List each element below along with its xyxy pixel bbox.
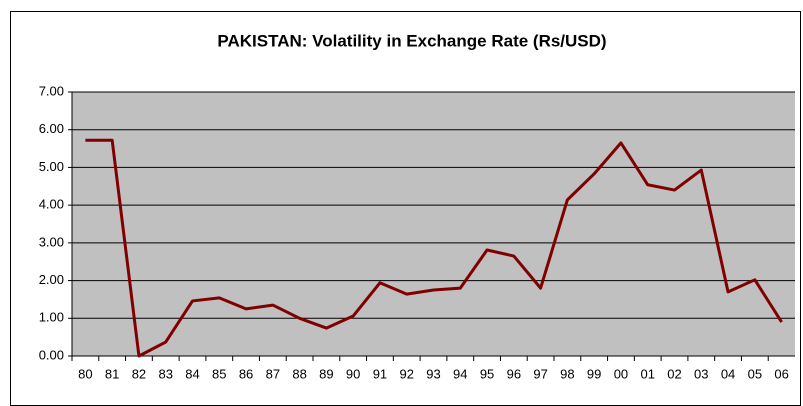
y-tick-label: 7.00: [39, 83, 64, 98]
x-tick-label: 80: [78, 366, 92, 381]
chart-title: PAKISTAN: Volatility in Exchange Rate (R…: [217, 31, 606, 50]
x-tick-label: 06: [774, 366, 788, 381]
y-tick-label: 2.00: [39, 272, 64, 287]
x-tick-label: 91: [373, 366, 387, 381]
x-tick-label: 87: [266, 366, 280, 381]
x-tick-label: 96: [507, 366, 521, 381]
x-tick-label: 88: [292, 366, 306, 381]
x-tick-label: 93: [426, 366, 440, 381]
x-tick-label: 00: [614, 366, 628, 381]
plot-area: [72, 92, 795, 356]
y-tick-label: 0.00: [39, 347, 64, 362]
x-tick-label: 81: [105, 366, 119, 381]
x-tick-label: 94: [453, 366, 467, 381]
x-tick-label: 90: [346, 366, 360, 381]
y-tick-label: 6.00: [39, 121, 64, 136]
x-tick-label: 98: [560, 366, 574, 381]
x-tick-label: 02: [667, 366, 681, 381]
x-tick-label: 97: [533, 366, 547, 381]
x-tick-label: 82: [132, 366, 146, 381]
line-series: [85, 138, 783, 358]
x-tick-label: 05: [748, 366, 762, 381]
y-tick-label: 5.00: [39, 159, 64, 174]
x-tick-label: 89: [319, 366, 333, 381]
x-tick-label: 85: [212, 366, 226, 381]
x-tick-label: 95: [480, 366, 494, 381]
y-tick-label: 3.00: [39, 234, 64, 249]
x-tick-label: 03: [694, 366, 708, 381]
x-tick-label: 04: [721, 366, 735, 381]
x-tick-label: 99: [587, 366, 601, 381]
x-tick-label: 01: [640, 366, 654, 381]
x-tick-label: 83: [158, 366, 172, 381]
y-tick-label: 4.00: [39, 197, 64, 212]
y-tick-label: 1.00: [39, 310, 64, 325]
x-tick-label: 84: [185, 366, 199, 381]
x-tick-label: 92: [399, 366, 413, 381]
x-tick-label: 86: [239, 366, 253, 381]
